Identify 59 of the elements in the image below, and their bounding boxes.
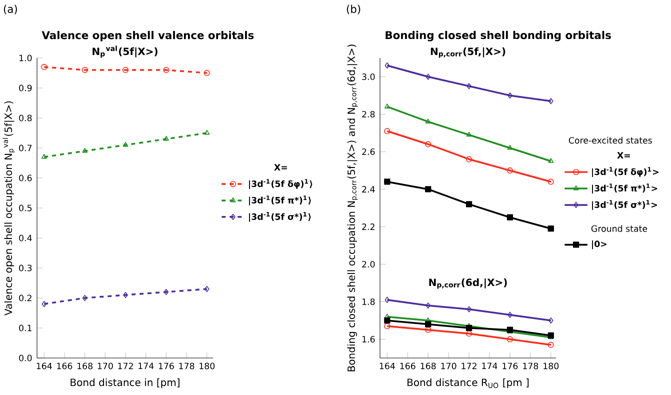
- x-tick-label: 178: [523, 362, 538, 370]
- x-tick-label: 164: [380, 362, 395, 370]
- legend-label: |3d$^{-1}$(5f δφ)$^{1}$⟩: [249, 179, 312, 189]
- text: Ground state: [591, 225, 648, 232]
- x-axis-title: Bond distance in [pm]: [70, 378, 180, 388]
- x-tick-label: 176: [502, 362, 518, 370]
- x-tick-label: 172: [118, 362, 133, 370]
- text: (a): [4, 4, 17, 14]
- text: (b): [346, 4, 360, 14]
- y-tick-label: 0.2: [19, 294, 32, 302]
- y-axis-title: Valence open shell occupation N$_{p}$$^{val}$(5f|X>): [2, 101, 15, 316]
- x-tick-label: 176: [158, 362, 174, 370]
- legend-label: |3d$^{-1}$(5f π*)$^{1}$⟩: [249, 196, 311, 206]
- x-tick-label: 168: [420, 362, 436, 370]
- legend-label: |3d$^{-1}$(5f σ*)$^{1}$⟩: [249, 212, 311, 222]
- y-tick-label: 0.0: [19, 354, 32, 362]
- x-tick-label: 180: [544, 362, 559, 370]
- y-tick-label: 3.0: [362, 73, 375, 80]
- y-tick-label: 0.3: [19, 264, 32, 272]
- x-tick-label: 166: [57, 362, 72, 370]
- y-tick-label: 2.2: [362, 224, 374, 230]
- x-tick-label: 166: [400, 362, 416, 370]
- x-tick-label: 170: [98, 362, 113, 370]
- x-tick-label: 174: [138, 362, 154, 370]
- x-tick-label: 170: [441, 362, 456, 370]
- chart-title: Bonding closed shell bonding orbitals: [386, 30, 611, 42]
- x-tick-label: 168: [77, 362, 92, 370]
- text: Core-excited states: [568, 136, 652, 144]
- text: N$_{p}$$^{val}$(5f|X>): [92, 46, 158, 58]
- legend-title: X=: [617, 152, 630, 158]
- y-tick-label: 0.4: [19, 234, 32, 242]
- x-tick-label: 164: [36, 362, 52, 370]
- x-tick-label: 178: [179, 362, 194, 370]
- y-tick-label: 0.9: [19, 84, 32, 92]
- y-tick-label: 2.0: [362, 260, 375, 268]
- legend-label: |0>: [592, 240, 606, 250]
- y-tick-label: 0.7: [19, 144, 32, 152]
- x-tick-label: 172: [462, 362, 476, 370]
- y-tick-label: 2.8: [362, 110, 375, 118]
- y-tick-label: 2.6: [362, 148, 375, 156]
- y-tick-label: 0.6: [19, 174, 32, 182]
- y-axis-title: Bonding closed shell occupation N$_{p,corr}$(5f,|X>) and N$_{p,corr}$(6d,|X>): [347, 44, 358, 372]
- y-tick-label: 0.1: [19, 324, 32, 332]
- y-tick-label: 0.5: [19, 204, 32, 212]
- chart-title: Valence open shell valence orbitals: [42, 30, 254, 42]
- legend-label: |3d$^{-1}$(5f π*)$^{1}$>: [592, 184, 658, 194]
- text: N$_{p,corr}$(5f,|X>): [430, 47, 506, 58]
- y-tick-label: 1.8: [362, 298, 375, 306]
- y-tick-label: 1.6: [362, 336, 375, 343]
- x-axis-title: Bond distance R$_{UO}$ [pm ]: [408, 378, 529, 388]
- x-tick-label: 174: [482, 362, 498, 370]
- y-tick-label: 1.0: [19, 54, 32, 62]
- y-tick-label: 2.4: [362, 186, 375, 192]
- legend-label: |3d$^{-1}$(5f σ*)$^{1}$>: [592, 200, 657, 210]
- legend-label: |3d$^{-1}$(5f δφ)$^{1}$>: [592, 167, 658, 177]
- annotation: N$_{p,corr}$(6d,|X>): [429, 278, 507, 289]
- y-tick-label: 0.8: [19, 114, 32, 122]
- legend-title: X=: [274, 164, 287, 170]
- x-tick-label: 180: [200, 362, 215, 370]
